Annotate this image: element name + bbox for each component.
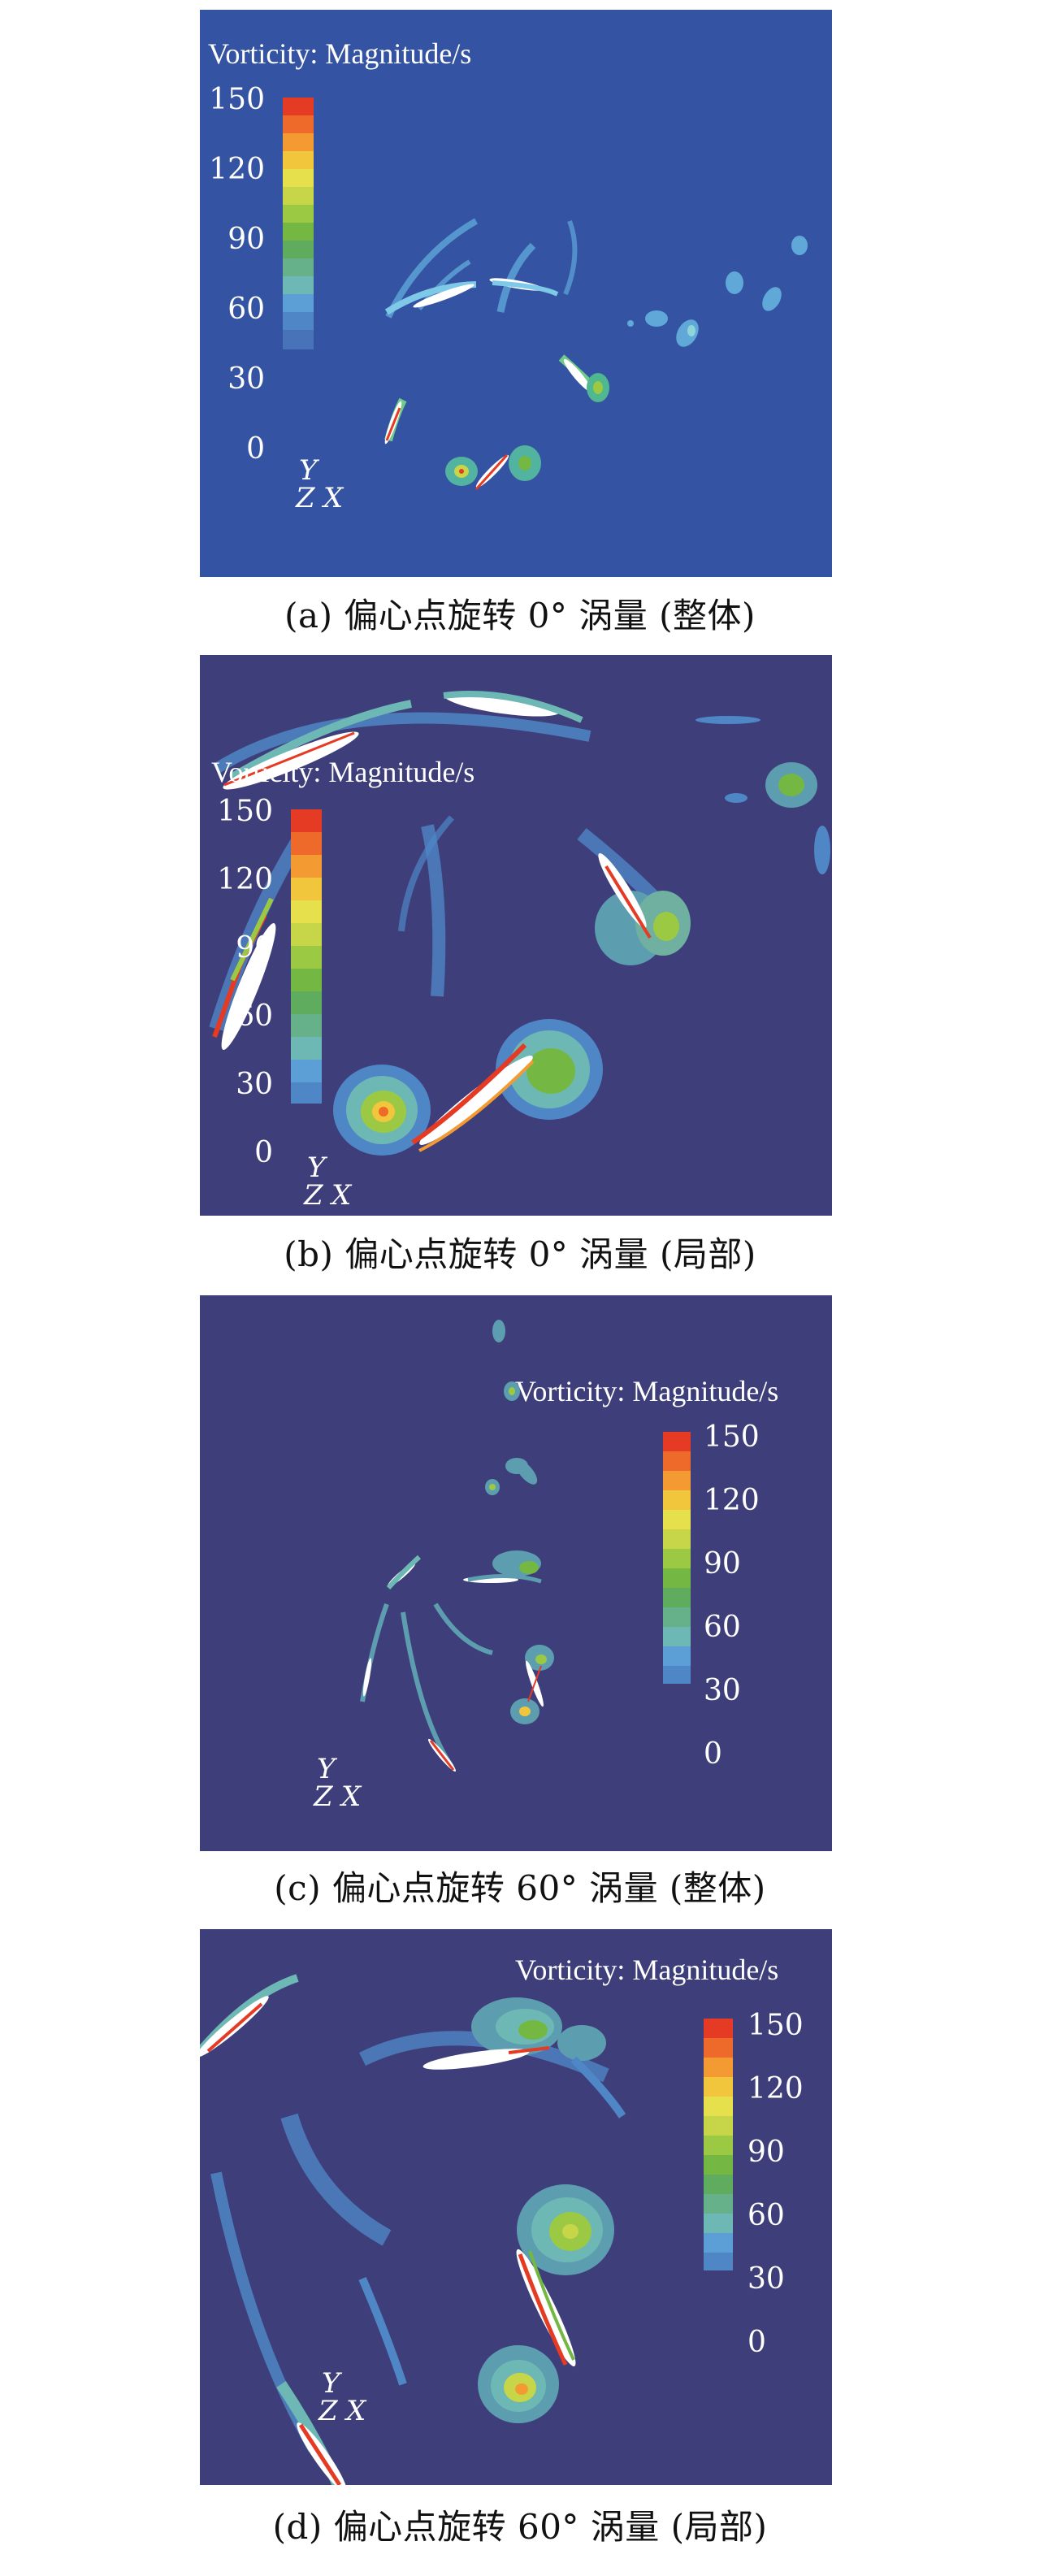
tick-label: 120 — [217, 863, 273, 896]
colorbar — [663, 1432, 691, 1684]
axis-label-y: Y — [322, 2367, 343, 2400]
caption-c: (c) 偏心点旋转 60° 涡量 (整体) — [274, 1868, 766, 1908]
axis-label-x: X — [329, 1179, 353, 1212]
tick-label: 60 — [236, 1000, 273, 1033]
caption-d: (d) 偏心点旋转 60° 涡量 (局部) — [272, 2507, 768, 2547]
axis-label-z: Z — [313, 1780, 334, 1813]
axis-label-y: Y — [299, 454, 320, 487]
tick-label: 30 — [748, 2262, 785, 2296]
tick-label: 150 — [704, 1420, 760, 1454]
vorticity-plot-a: Vorticity: Magnitude/s 150 120 90 60 30 … — [200, 10, 832, 577]
axis-label-x: X — [321, 482, 344, 514]
flow-features — [200, 1974, 626, 2485]
tick-label: 30 — [236, 1068, 273, 1101]
figure-panel-a: Vorticity: Magnitude/s 150 120 90 60 30 … — [200, 10, 832, 577]
tick-label: 90 — [748, 2136, 785, 2169]
tick-label: 60 — [228, 293, 265, 326]
tick-label: 0 — [748, 2326, 766, 2359]
colorbar-title: Vorticity: Magnitude/s — [515, 1954, 778, 1986]
tick-label: 150 — [209, 83, 265, 116]
tick-label: 90 — [704, 1547, 741, 1581]
colorbar-title: Vorticity: Magnitude/s — [515, 1375, 778, 1407]
flow-features — [384, 218, 808, 491]
tick-label: 30 — [704, 1674, 741, 1707]
tick-label: 60 — [704, 1611, 741, 1644]
axis-label-y: Y — [307, 1151, 328, 1184]
tick-label: 120 — [748, 2072, 804, 2105]
axis-triad: Y Z X — [313, 1753, 362, 1813]
axis-triad: Y Z X — [318, 2367, 367, 2427]
tick-label: 0 — [254, 1136, 273, 1169]
tick-label: 0 — [704, 1737, 722, 1771]
flow-features — [360, 1320, 554, 1772]
figure-panel-b: Vorticity: Magnitude/s 150 120 90 60 30 … — [200, 655, 832, 1216]
tick-label: 90 — [228, 223, 265, 256]
tick-label: 120 — [209, 153, 265, 186]
colorbar-title: Vorticity: Magnitude/s — [211, 756, 474, 788]
colorbar-title: Vorticity: Magnitude/s — [208, 37, 471, 70]
axis-label-z: Z — [318, 2395, 339, 2427]
tick-label: 60 — [748, 2199, 785, 2232]
axis-label-z: Z — [303, 1179, 324, 1212]
tick-label: 0 — [246, 432, 265, 466]
vorticity-plot-c: Vorticity: Magnitude/s 150 120 90 60 30 … — [200, 1295, 832, 1851]
axis-label-x: X — [344, 2395, 367, 2427]
caption-b: (b) 偏心点旋转 0° 涡量 (局部) — [284, 1234, 756, 1274]
colorbar-ticks: 150 120 90 60 30 0 — [704, 1420, 760, 1771]
axis-triad: Y Z X — [295, 454, 344, 514]
tick-label: 120 — [704, 1484, 760, 1517]
colorbar-ticks: 150 120 90 60 30 0 — [748, 2009, 804, 2359]
tick-label: 30 — [228, 362, 265, 396]
colorbar — [283, 98, 314, 349]
tick-label: 150 — [217, 795, 273, 828]
vorticity-plot-b: Vorticity: Magnitude/s 150 120 90 60 30 … — [200, 655, 832, 1216]
tick-label: 90 — [236, 931, 273, 965]
axis-label-z: Z — [295, 482, 316, 514]
figure-panel-d: Vorticity: Magnitude/s 150 120 90 60 30 … — [200, 1929, 832, 2485]
axis-label-x: X — [339, 1780, 362, 1813]
axis-triad: Y Z X — [303, 1151, 353, 1212]
colorbar — [291, 809, 322, 1104]
tick-label: 150 — [748, 2009, 804, 2042]
colorbar-ticks: 150 120 90 60 30 0 — [217, 795, 273, 1169]
colorbar-ticks: 150 120 90 60 30 0 — [209, 83, 265, 466]
figure-panel-c: Vorticity: Magnitude/s 150 120 90 60 30 … — [200, 1295, 832, 1851]
colorbar — [704, 2019, 733, 2270]
caption-a: (a) 偏心点旋转 0° 涡量 (整体) — [284, 596, 756, 635]
axis-label-y: Y — [317, 1753, 338, 1785]
vorticity-plot-d: Vorticity: Magnitude/s 150 120 90 60 30 … — [200, 1929, 832, 2485]
